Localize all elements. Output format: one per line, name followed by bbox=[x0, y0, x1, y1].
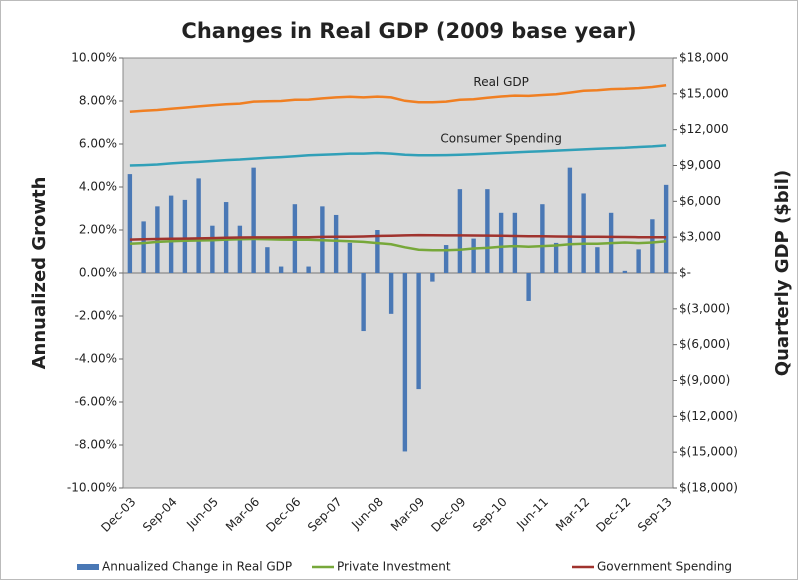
bar bbox=[553, 242, 559, 273]
y-tick-label: 8.00% bbox=[79, 94, 117, 108]
y2-tick-label: $(3,000) bbox=[679, 301, 730, 315]
bar bbox=[347, 242, 353, 273]
bar bbox=[622, 270, 628, 273]
bar bbox=[595, 247, 600, 273]
y2-tick-label: $(6,000) bbox=[679, 337, 730, 351]
bar bbox=[210, 225, 215, 273]
bar bbox=[388, 273, 394, 314]
bar bbox=[416, 273, 421, 390]
y-tick-label: 6.00% bbox=[79, 137, 117, 151]
legend-text: Private Investment bbox=[337, 560, 451, 574]
y-tick-label: -10.00% bbox=[67, 481, 117, 495]
bar bbox=[636, 249, 641, 273]
bar bbox=[251, 167, 256, 273]
y2-tick-label: $12,000 bbox=[679, 122, 729, 136]
y2-tick-label: $15,000 bbox=[679, 86, 729, 100]
bar bbox=[375, 230, 380, 273]
y2-tick-label: $6,000 bbox=[679, 194, 721, 208]
bar bbox=[471, 238, 476, 273]
bar bbox=[512, 212, 518, 273]
bar bbox=[402, 273, 408, 452]
bar bbox=[498, 212, 504, 273]
series-label: Consumer Spending bbox=[440, 131, 561, 145]
bar bbox=[127, 174, 133, 273]
bar bbox=[196, 178, 201, 273]
bar bbox=[168, 195, 174, 273]
y-tick-label: 0.00% bbox=[79, 266, 117, 280]
bar bbox=[278, 266, 284, 273]
y2-tick-label: $9,000 bbox=[679, 158, 721, 172]
bar bbox=[567, 167, 573, 273]
bar bbox=[663, 184, 669, 273]
y2-tick-label: $18,000 bbox=[679, 51, 729, 65]
legend-text: Annualized Change in Real GDP bbox=[102, 560, 292, 574]
bar bbox=[526, 273, 531, 301]
bar bbox=[540, 204, 545, 273]
legend-swatch bbox=[77, 564, 99, 570]
y-axis-title: Annualized Growth bbox=[29, 177, 50, 370]
series-label: Real GDP bbox=[473, 75, 528, 89]
bar bbox=[443, 245, 449, 273]
y2-tick-label: $3,000 bbox=[679, 230, 721, 244]
bar bbox=[650, 219, 655, 273]
bar bbox=[237, 225, 243, 273]
bar bbox=[333, 214, 339, 273]
y-tick-label: -2.00% bbox=[75, 309, 117, 323]
line bbox=[129, 233, 667, 241]
bar bbox=[485, 189, 490, 273]
legend-text: Government Spending bbox=[597, 560, 732, 574]
y2-tick-label: $- bbox=[679, 266, 691, 280]
chart-title: Changes in Real GDP (2009 base year) bbox=[181, 19, 636, 43]
bar bbox=[430, 273, 435, 282]
y-tick-label: -4.00% bbox=[75, 352, 117, 366]
y-tick-label: 10.00% bbox=[71, 51, 117, 65]
y2-tick-label: $(12,000) bbox=[679, 409, 738, 423]
bar bbox=[182, 199, 188, 273]
line bbox=[129, 237, 667, 252]
line bbox=[129, 83, 667, 114]
bar bbox=[141, 221, 146, 273]
bar bbox=[265, 247, 270, 273]
y2-tick-label: $(18,000) bbox=[679, 481, 738, 495]
bar bbox=[457, 189, 463, 273]
y-tick-label: 4.00% bbox=[79, 180, 117, 194]
bar bbox=[361, 273, 366, 332]
y-tick-label: 2.00% bbox=[79, 223, 117, 237]
bar bbox=[581, 193, 586, 273]
y2-axis-title: Quarterly GDP ($bil) bbox=[772, 170, 793, 376]
y2-tick-label: $(9,000) bbox=[679, 373, 730, 387]
y-tick-label: -6.00% bbox=[75, 395, 117, 409]
y-tick-label: -8.00% bbox=[75, 438, 117, 452]
line bbox=[129, 144, 667, 167]
bar bbox=[306, 266, 311, 273]
y2-tick-label: $(15,000) bbox=[679, 445, 738, 459]
